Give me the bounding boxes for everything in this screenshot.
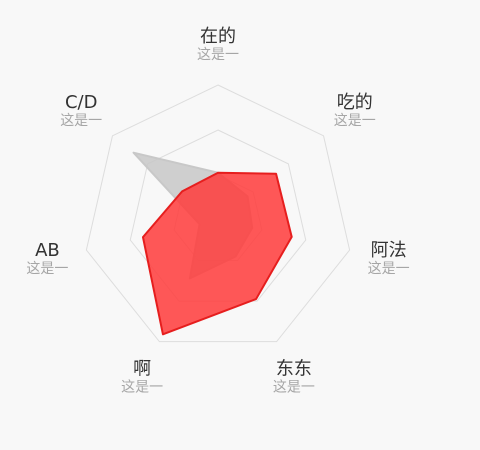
grid-ring-3 — [85, 84, 351, 343]
axis-sublabel-4: 这是一 — [121, 379, 163, 396]
axis-label-6: C/D — [65, 92, 98, 113]
axis-sublabel-0: 这是一 — [197, 46, 239, 63]
axis-sublabel-6: 这是一 — [60, 112, 102, 129]
axis-sublabel-1: 这是一 — [334, 112, 376, 129]
axis-label-0: 在的 — [200, 26, 236, 47]
axis-sublabel-3: 这是一 — [273, 379, 315, 396]
series-1-polygon — [141, 171, 293, 336]
axis-label-1: 吃的 — [337, 92, 373, 113]
axis-label-5: AB — [35, 240, 60, 261]
axis-sublabel-2: 这是一 — [368, 260, 410, 277]
axis-label-2: 阿法 — [371, 240, 407, 261]
axis-label-4: 啊 — [133, 359, 151, 380]
axis-label-3: 东东 — [276, 359, 312, 380]
axis-sublabel-5: 这是一 — [26, 260, 68, 277]
